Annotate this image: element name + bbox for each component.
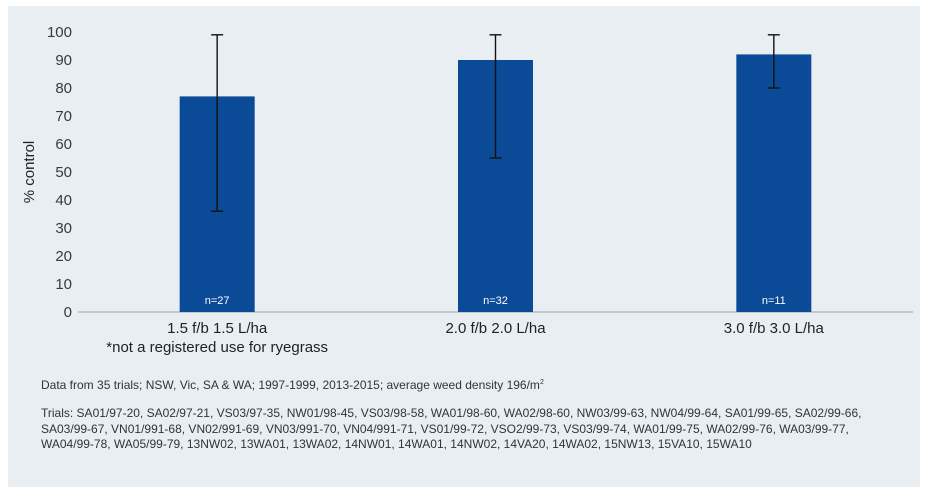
sample-size-label: n=11 bbox=[762, 295, 786, 307]
sample-size-label: n=27 bbox=[205, 295, 230, 307]
category-label: 2.0 f/b 2.0 L/ha bbox=[445, 320, 546, 337]
y-tick-label: 100 bbox=[47, 24, 72, 41]
y-tick-label: 10 bbox=[55, 276, 72, 293]
category-label: 1.5 f/b 1.5 L/ha bbox=[167, 320, 268, 337]
source-note-superscript: 2 bbox=[539, 379, 544, 386]
y-tick-label: 80 bbox=[55, 80, 72, 97]
chart-labels: n=27 1.5 f/b 1.5 L/ha *not a registered us… bbox=[106, 295, 824, 356]
bar bbox=[736, 54, 812, 313]
chart-axes: 0 10 20 30 40 50 60 70 80 90 100 % control bbox=[21, 24, 913, 321]
category-note: *not a registered use for ryegrass bbox=[106, 339, 328, 356]
chart-bars bbox=[179, 34, 812, 313]
y-tick-label: 30 bbox=[55, 220, 72, 237]
y-tick-label: 70 bbox=[55, 108, 72, 125]
y-tick-label: 50 bbox=[55, 164, 72, 181]
source-note: Data from 35 trials; NSW, Vic, SA & WA; … bbox=[41, 378, 544, 392]
y-tick-label: 90 bbox=[55, 52, 72, 69]
y-axis-label: % control bbox=[21, 141, 38, 204]
trials-note: Trials: SA01/97-20, SA02/97-21, VS03/97-… bbox=[41, 406, 862, 451]
y-tick-label: 40 bbox=[55, 192, 72, 209]
category-label: 3.0 f/b 3.0 L/ha bbox=[724, 320, 825, 337]
y-tick-label: 60 bbox=[55, 136, 72, 153]
bar-chart: 0 10 20 30 40 50 60 70 80 90 100 % control n=27 1.5 … bbox=[21, 24, 913, 356]
source-note-text: Data from 35 trials; NSW, Vic, SA & WA; … bbox=[41, 378, 540, 392]
y-tick-label: 0 bbox=[64, 304, 72, 321]
sample-size-label: n=32 bbox=[483, 295, 508, 307]
y-tick-label: 20 bbox=[55, 248, 72, 265]
chart-panel: 0 10 20 30 40 50 60 70 80 90 100 % control n=27 1.5 … bbox=[8, 6, 920, 487]
